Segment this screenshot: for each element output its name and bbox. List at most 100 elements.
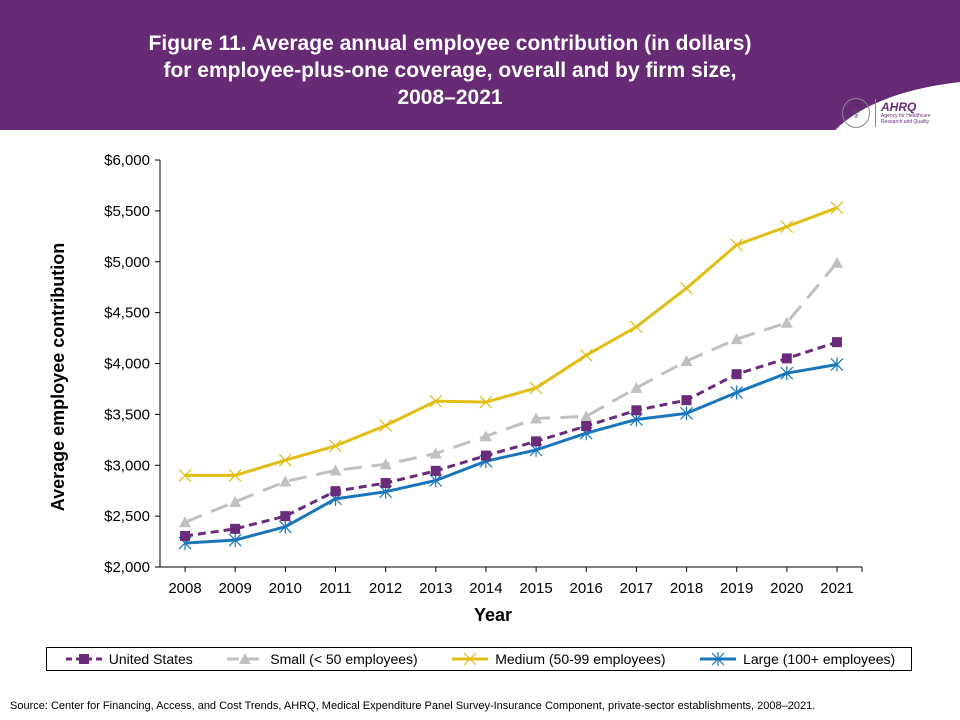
legend-item: Large (100+ employees) bbox=[697, 651, 895, 667]
data-point bbox=[630, 381, 643, 393]
data-point bbox=[229, 495, 242, 507]
x-tick-label: 2012 bbox=[369, 580, 402, 597]
data-point bbox=[230, 523, 241, 534]
data-point bbox=[479, 430, 492, 442]
legend-item: Medium (50-99 employees) bbox=[449, 651, 666, 667]
series-medium-50-99-employees bbox=[178, 201, 844, 482]
line-chart: $2,000 $2,500 $3,000 $3,500 $4,000 $4,500 $5,0… bbox=[48, 152, 863, 625]
y-tick-label: $3,500 bbox=[104, 406, 150, 423]
y-tick-label: $2,500 bbox=[104, 508, 150, 525]
legend-item: United States bbox=[63, 651, 193, 667]
data-point bbox=[780, 316, 793, 328]
data-point bbox=[681, 395, 692, 406]
data-point bbox=[479, 395, 493, 409]
data-point bbox=[379, 419, 393, 432]
data-point bbox=[179, 516, 191, 528]
legend-marker bbox=[78, 654, 89, 664]
data-point bbox=[730, 238, 744, 252]
data-point bbox=[581, 421, 592, 432]
series-line bbox=[184, 261, 839, 524]
axes: $2,000 $2,500 $3,000 $3,500 $4,000 $4,500 $5,0… bbox=[104, 152, 863, 597]
hhs-eagle-icon: ⚕ bbox=[842, 98, 870, 128]
legend: United States Small (< 50 employees) Mediu… bbox=[46, 647, 912, 671]
data-point bbox=[530, 412, 543, 424]
data-point bbox=[680, 406, 693, 421]
data-point bbox=[580, 410, 593, 422]
data-point bbox=[228, 469, 242, 482]
data-point bbox=[780, 220, 794, 234]
data-point bbox=[279, 475, 292, 487]
y-tick-label: $2,000 bbox=[104, 559, 150, 576]
legend-item: Small (< 50 employees) bbox=[224, 651, 418, 667]
x-tick-label: 2009 bbox=[218, 580, 251, 597]
ahrq-name: AHRQ bbox=[881, 100, 917, 114]
legend-swatch-icon bbox=[65, 654, 102, 664]
data-point bbox=[329, 464, 342, 476]
data-point bbox=[730, 333, 743, 345]
y-tick-label: $6,000 bbox=[104, 152, 150, 169]
data-point bbox=[830, 256, 843, 268]
y-tick-label: $4,000 bbox=[104, 356, 150, 373]
data-point bbox=[180, 530, 190, 541]
logo-divider bbox=[875, 99, 876, 127]
series-large-100-employees bbox=[178, 357, 844, 551]
series-small-50-employees bbox=[179, 256, 843, 528]
x-tick-label: 2013 bbox=[419, 580, 452, 597]
series-line bbox=[184, 363, 838, 545]
data-point bbox=[631, 405, 642, 416]
legend-label: Large (100+ employees) bbox=[743, 651, 896, 667]
legend-swatch-icon bbox=[227, 653, 264, 664]
legend-marker bbox=[239, 653, 252, 664]
data-point bbox=[429, 473, 443, 488]
data-point bbox=[379, 458, 392, 470]
x-axis-title: Year bbox=[474, 605, 512, 625]
series-line bbox=[185, 206, 838, 477]
data-point bbox=[278, 453, 292, 467]
data-point bbox=[680, 354, 693, 366]
x-tick-label: 2011 bbox=[319, 580, 351, 597]
data-point bbox=[830, 201, 844, 215]
x-tick-label: 2014 bbox=[469, 580, 502, 597]
legend-label: United States bbox=[108, 651, 193, 667]
x-tick-label: 2018 bbox=[670, 580, 703, 597]
data-point bbox=[730, 385, 744, 400]
legend-label: Small (< 50 employees) bbox=[270, 651, 418, 667]
source-note: Source: Center for Financing, Access, an… bbox=[10, 700, 816, 712]
x-tick-label: 2019 bbox=[720, 580, 753, 597]
data-point bbox=[830, 357, 844, 372]
legend-label: Medium (50-99 employees) bbox=[495, 651, 666, 667]
data-point bbox=[731, 369, 742, 380]
x-tick-label: 2015 bbox=[519, 580, 552, 597]
x-tick-label: 2010 bbox=[269, 580, 302, 597]
x-tick-label: 2021 bbox=[820, 580, 853, 597]
data-point bbox=[280, 511, 291, 522]
x-tick-label: 2017 bbox=[620, 580, 653, 597]
ahrq-subtitle: Agency for Healthcare Research and Quali… bbox=[881, 113, 931, 125]
y-tick-label: $5,000 bbox=[104, 254, 150, 271]
data-point bbox=[278, 519, 292, 534]
data-point bbox=[781, 353, 792, 364]
data-point bbox=[330, 486, 341, 497]
series-united-states bbox=[180, 337, 842, 541]
data-point bbox=[228, 533, 242, 548]
data-point bbox=[480, 450, 491, 461]
x-tick-label: 2008 bbox=[168, 580, 201, 597]
data-point bbox=[629, 320, 643, 334]
y-tick-label: $5,500 bbox=[104, 203, 150, 220]
data-point bbox=[429, 447, 442, 459]
data-point bbox=[430, 465, 441, 476]
legend-marker bbox=[711, 652, 725, 666]
y-tick-label: $3,000 bbox=[104, 457, 150, 474]
data-point bbox=[780, 366, 794, 381]
y-axis-title: Average employee contribution bbox=[48, 243, 68, 511]
legend-swatch-icon bbox=[452, 652, 489, 666]
data-point bbox=[380, 478, 391, 489]
series-layer bbox=[178, 201, 844, 551]
ahrq-logo: ⚕ AHRQ Agency for Healthcare Research an… bbox=[842, 96, 952, 130]
data-point bbox=[429, 394, 443, 408]
data-point bbox=[831, 337, 842, 348]
data-point bbox=[529, 381, 543, 395]
data-point bbox=[531, 436, 542, 447]
x-tick-label: 2020 bbox=[770, 580, 803, 597]
data-point bbox=[329, 439, 342, 453]
